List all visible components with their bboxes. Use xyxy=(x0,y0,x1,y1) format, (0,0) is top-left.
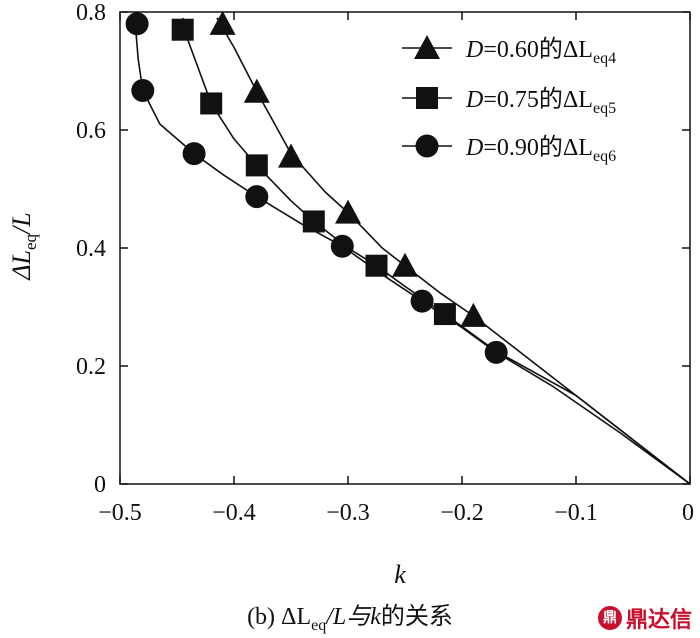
data-point-triangle xyxy=(209,10,236,35)
watermark-logo-icon: 鼎 xyxy=(597,606,622,630)
plot-frame xyxy=(119,11,691,485)
series-line-1 xyxy=(216,17,691,485)
x-tick-label: −0.5 xyxy=(98,500,142,526)
legend-prefix: D xyxy=(465,37,483,63)
data-point-circle xyxy=(410,289,434,313)
series-line-3 xyxy=(134,17,691,485)
caption-mid: /L与 xyxy=(326,604,371,630)
data-point-circle xyxy=(484,340,508,364)
watermark: 鼎 鼎达信 xyxy=(597,602,692,634)
data-point-circle xyxy=(125,12,149,36)
y-tick-label: 0.6 xyxy=(76,118,106,144)
legend-prefix: D xyxy=(465,87,483,113)
legend-marker-circle xyxy=(415,134,439,158)
figure-caption: (b) ΔLeq/L与k的关系 xyxy=(0,596,700,635)
x-tick-label: −0.3 xyxy=(326,500,370,526)
data-point-triangle xyxy=(278,143,304,168)
y-tick-label: 0.8 xyxy=(76,0,106,26)
data-point-square xyxy=(302,210,325,233)
data-point-square xyxy=(365,254,388,277)
y-axis-label-sub: eq xyxy=(21,233,40,250)
y-tick-label: 0.2 xyxy=(76,354,106,380)
caption-tail: 的关系 xyxy=(380,604,453,630)
y-tick-label: 0 xyxy=(94,472,106,498)
data-point-triangle xyxy=(335,199,361,224)
x-tick-label: −0.2 xyxy=(440,500,484,526)
chart: −0.5 −0.4 −0.3 −0.2 −0.1 000.20.40.60.8 D=0.6… xyxy=(7,0,694,589)
data-point-square xyxy=(200,92,223,115)
data-point-square xyxy=(171,18,194,41)
data-point-circle xyxy=(245,185,269,209)
series-curves xyxy=(134,17,691,485)
y-tick-label: 0.4 xyxy=(76,236,106,262)
legend-entry: D=0.75的ΔLeq5 xyxy=(465,86,616,117)
legend-sub: eq5 xyxy=(593,100,616,117)
legend-sub: eq4 xyxy=(593,50,616,67)
data-point-circle xyxy=(131,78,155,102)
watermark-text: 鼎达信 xyxy=(625,608,692,633)
legend-entry: D=0.60的ΔLeq4 xyxy=(465,36,616,67)
caption-k: k xyxy=(370,604,381,630)
legend-entry: D=0.90的ΔLeq6 xyxy=(465,134,616,165)
x-axis-label: k xyxy=(394,560,406,589)
legend-marker-triangle xyxy=(414,35,440,60)
legend-prefix: D xyxy=(465,135,483,161)
legend-marker-square xyxy=(416,87,438,109)
legend-sub: eq6 xyxy=(593,148,616,165)
data-point-square xyxy=(433,303,456,326)
x-tick-label: −0.4 xyxy=(212,500,256,526)
y-axis-label: ΔLeq/L xyxy=(7,212,40,280)
caption-open: (b) ΔL xyxy=(247,604,312,630)
data-point-circle xyxy=(330,234,354,258)
x-tick-label: −0.1 xyxy=(554,500,598,526)
y-axis-label-tail: /L xyxy=(7,212,36,236)
data-point-triangle xyxy=(392,252,418,277)
axes xyxy=(119,11,691,485)
data-point-triangle xyxy=(243,78,270,103)
legend-mid: =0.75的ΔL xyxy=(483,86,593,113)
x-tick-label: 0 xyxy=(682,500,694,526)
tick-labels: −0.5 −0.4 −0.3 −0.2 −0.1 0 0 0.2 0.4 0.6 0.8 xyxy=(76,0,694,526)
series-markers xyxy=(125,10,508,364)
caption-sub: eq xyxy=(311,616,327,634)
legend-mid: =0.60的ΔL xyxy=(483,36,593,63)
data-point-square xyxy=(245,154,268,177)
data-point-circle xyxy=(182,142,206,166)
y-axis-label-main: ΔL xyxy=(7,250,36,281)
data-point-triangle xyxy=(460,302,487,327)
legend-mid: =0.90的ΔL xyxy=(483,134,593,161)
